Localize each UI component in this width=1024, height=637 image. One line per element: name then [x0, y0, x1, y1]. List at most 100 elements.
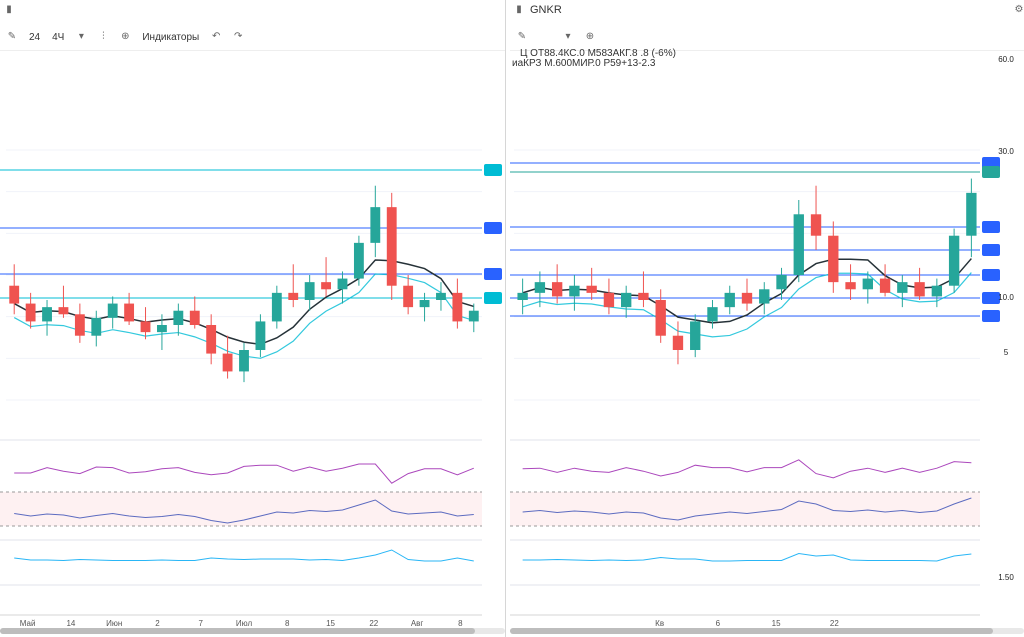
candle-body [914, 282, 925, 297]
candle-body [551, 282, 563, 297]
candle-body [353, 242, 364, 279]
x-tick-label: 15 [326, 619, 335, 628]
compare-icon[interactable]: ⊕ [585, 31, 595, 42]
candle-body [517, 292, 528, 300]
candle-body [966, 192, 977, 236]
candle-body [603, 292, 615, 308]
price-badge [484, 292, 502, 304]
price-badge [982, 166, 1000, 178]
candle-body [655, 300, 666, 336]
candle-body [25, 303, 36, 322]
price-badge [982, 310, 1000, 322]
price-badge [484, 164, 502, 176]
candle-body [140, 321, 151, 333]
x-tick-label: 14 [66, 619, 75, 628]
candle-body [810, 214, 822, 236]
candle-body [879, 278, 891, 293]
moving-average-line [522, 272, 972, 338]
indicators-button[interactable]: Индикаторы [142, 31, 200, 43]
candle-body [91, 317, 102, 336]
y-tick-label: 30.0 [998, 147, 1014, 156]
candle-body [222, 353, 233, 372]
left-scrollbar-thumb[interactable] [0, 628, 475, 634]
candle-body [9, 285, 20, 304]
undo-icon[interactable]: ↶ [212, 31, 221, 42]
candle-body [672, 335, 684, 350]
left-toolbar: ✎ 24 4Ч ▾ ⫶ ⊕ Индикаторы ↶ ↷ [0, 24, 505, 51]
x-tick-label: 2 [155, 619, 160, 628]
chart-icon: ▮ [6, 4, 12, 15]
left-range-button[interactable]: 24 [29, 31, 41, 43]
left-interval-button[interactable]: 4Ч [52, 31, 65, 43]
candle-body [189, 310, 200, 325]
compare-icon[interactable]: ⊕ [121, 31, 130, 42]
right-chart-pane[interactable]: ▮ GNKR ⚙ ✎ ▾ ⊕ Ц ОТ88.4КС.0 М583АКГ.8 .8… [510, 0, 1024, 637]
left-scrollbar[interactable] [0, 628, 505, 634]
candle-body [419, 300, 430, 308]
candle-body [759, 289, 770, 304]
candle-body [157, 325, 167, 333]
candle-body [707, 307, 718, 322]
right-chart-canvas[interactable]: Кв 6 15 22 60.0 30.0 10.0 5 1.50 [510, 0, 1024, 637]
price-badge [982, 244, 1000, 256]
right-titlebar: ▮ GNKR ⚙ [510, 0, 1024, 20]
price-badge [982, 269, 1000, 281]
oscillator-line [14, 499, 474, 524]
candle-body [569, 285, 580, 297]
candle-body [403, 285, 414, 308]
redo-icon[interactable]: ↷ [234, 31, 243, 42]
candle-body [239, 350, 249, 372]
y-tick-label: 1.50 [998, 573, 1014, 582]
candle-body [386, 207, 397, 286]
x-tick-label: 22 [369, 619, 378, 628]
right-scrollbar[interactable] [510, 628, 1024, 634]
right-symbol: GNKR [530, 4, 562, 16]
candle-body [370, 207, 381, 243]
candle-body [845, 282, 856, 290]
candle-body [436, 292, 446, 300]
y-tick-label: 5 [1004, 348, 1009, 357]
price-badge [484, 222, 502, 234]
pencil-icon[interactable]: ✎ [517, 31, 527, 42]
indicator-band [510, 492, 980, 526]
candle-body [621, 292, 632, 308]
candle-body [948, 235, 960, 286]
right-info-line-2: иаКРЗ М.600МИР.0 Р59+13-2.3 [512, 58, 656, 69]
candle-body [74, 314, 85, 336]
candle-body [321, 282, 331, 290]
left-chart-canvas[interactable]: Май 14 Июн 2 7 Июл 8 15 22 Авг 8 [0, 0, 505, 637]
candle-body [337, 278, 348, 290]
x-tick-label: Май [20, 619, 36, 628]
left-chart-pane[interactable]: ▮ ✎ 24 4Ч ▾ ⫶ ⊕ Индикаторы ↶ ↷ Май 14 Июн 2… [0, 0, 506, 637]
oscillator-line [522, 497, 972, 521]
price-badge [484, 268, 502, 280]
x-tick-label: 15 [772, 619, 781, 628]
x-tick-label: 8 [458, 619, 463, 628]
candle-body [107, 303, 118, 318]
right-scrollbar-thumb[interactable] [510, 628, 994, 634]
candle-body [828, 235, 839, 283]
candle-body [271, 292, 282, 322]
candle-body [58, 307, 69, 315]
x-tick-label: Июл [236, 619, 253, 628]
chart-icon: ▮ [516, 4, 522, 15]
x-tick-label: Авг [411, 619, 424, 628]
oscillator-line [14, 463, 474, 484]
chevron-down-icon[interactable]: ▾ [78, 31, 84, 42]
candle-body [255, 321, 266, 350]
right-toolbar: ✎ ▾ ⊕ [510, 24, 1024, 51]
candle-body [724, 292, 735, 308]
candle-body [690, 321, 701, 350]
candle-body [534, 282, 546, 293]
pencil-icon[interactable]: ✎ [7, 31, 17, 42]
candle-body [452, 292, 463, 322]
settings-icon[interactable]: ⚙ [1014, 4, 1024, 15]
candle-body [586, 285, 597, 293]
right-info-line-1: Ц ОТ88.4КС.0 М583АКГ.8 .8 (-6%) [520, 48, 676, 59]
candles-icon[interactable]: ⫶ [102, 31, 105, 42]
candle-body [638, 292, 649, 300]
volume-line [522, 552, 972, 562]
chevron-down-icon[interactable]: ▾ [565, 31, 571, 42]
candle-body [288, 292, 299, 300]
price-badge [982, 292, 1000, 304]
